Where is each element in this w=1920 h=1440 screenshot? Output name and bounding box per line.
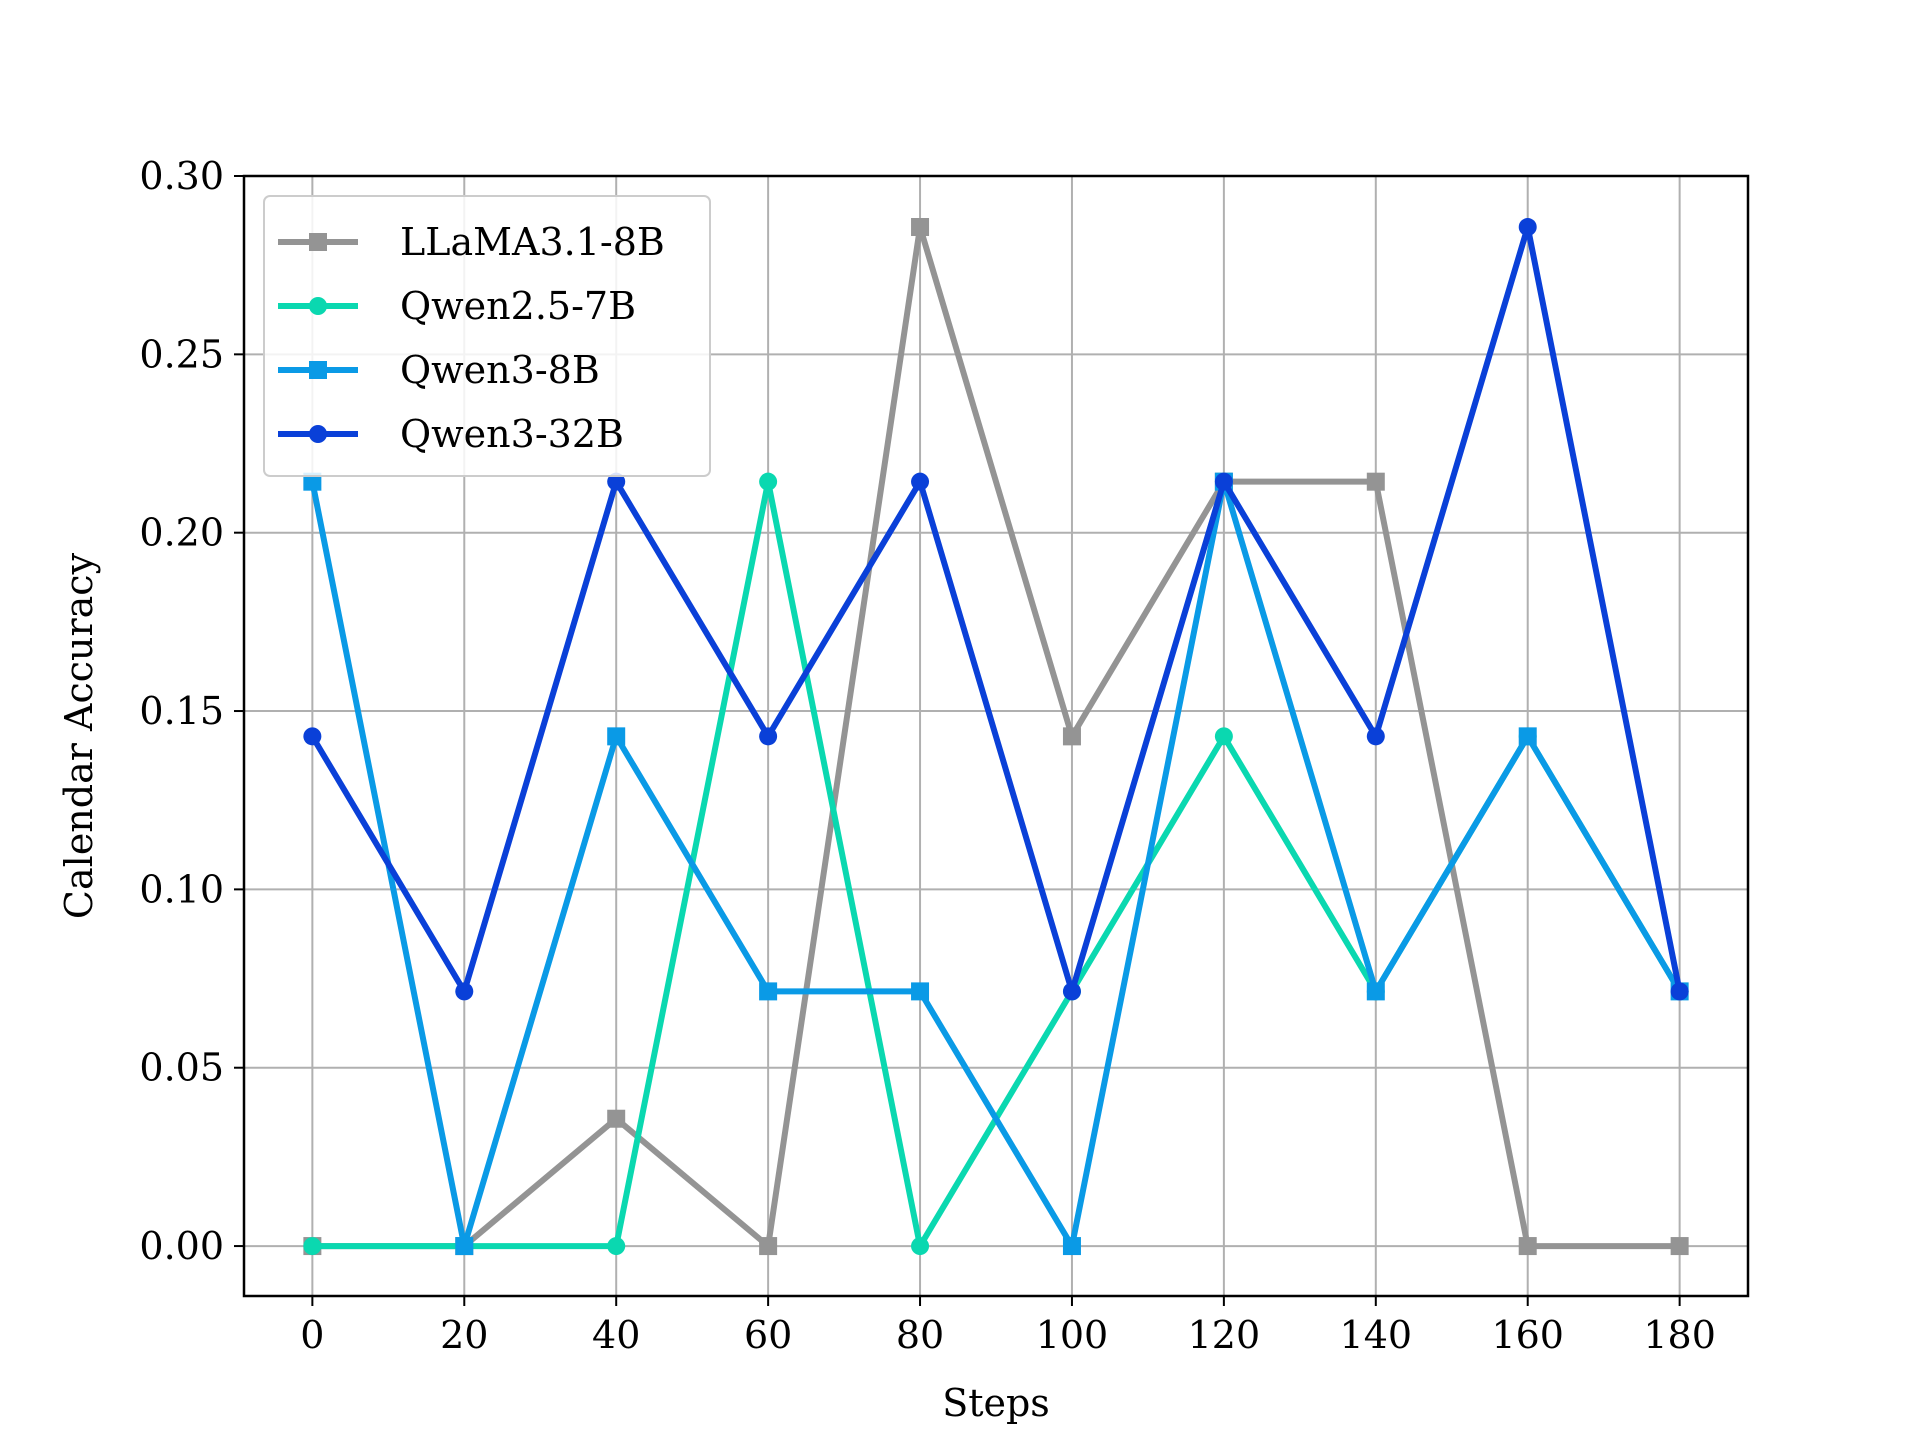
y-tick-label: 0.15 — [139, 689, 224, 733]
data-point — [911, 472, 930, 491]
legend-item: Qwen3-32B — [278, 412, 624, 456]
series-line — [309, 224, 1683, 995]
data-point — [911, 982, 930, 1001]
y-tick-label: 0.05 — [139, 1046, 224, 1090]
data-point — [759, 1237, 778, 1256]
plot-frame — [242, 174, 1750, 1298]
data-point — [455, 982, 474, 1001]
x-tick-label: 40 — [592, 1313, 640, 1357]
data-point — [1518, 727, 1537, 746]
data-point — [607, 1109, 626, 1128]
data-point — [1366, 727, 1385, 746]
x-tick-label: 20 — [440, 1313, 488, 1357]
y-tick-label: 0.00 — [139, 1224, 224, 1268]
data-point — [455, 1237, 474, 1256]
legend-label: Qwen3-32B — [400, 412, 624, 456]
legend-item: LLaMA3.1-8B — [278, 220, 665, 264]
data-point — [1518, 1237, 1537, 1256]
legend-marker — [309, 233, 327, 251]
x-tick-label: 0 — [300, 1313, 324, 1357]
data-point — [303, 727, 322, 746]
legend-label: Qwen3-8B — [400, 348, 600, 392]
x-tick-label: 100 — [1036, 1313, 1109, 1357]
y-ticks: 0.00 0.05 0.10 0.15 0.20 0.25 0.30 — [139, 154, 244, 1268]
series-3 — [303, 218, 1689, 1001]
x-tick-label: 180 — [1643, 1313, 1716, 1357]
data-point — [759, 472, 778, 491]
x-tick-label: 160 — [1491, 1313, 1564, 1357]
data-point — [1366, 982, 1385, 1001]
data-point — [607, 472, 626, 491]
legend-item: Qwen2.5-7B — [278, 284, 636, 328]
y-axis-label: Calendar Accuracy — [57, 552, 101, 919]
x-axis-label: Steps — [942, 1381, 1050, 1425]
data-point — [303, 472, 322, 491]
data-point — [1670, 1237, 1689, 1256]
data-point — [1214, 472, 1233, 491]
legend: LLaMA3.1-8B Qwen2.5-7B Qwen3-8B Qwen3-32B — [263, 195, 711, 477]
data-point — [1670, 982, 1689, 1001]
legend-marker — [309, 425, 327, 443]
legend-box — [263, 195, 711, 477]
series-1 — [303, 472, 1689, 1256]
data-point — [759, 727, 778, 746]
legend-marker — [309, 361, 327, 379]
legend-item: Qwen3-8B — [278, 348, 600, 392]
series-2 — [303, 472, 1689, 1256]
y-tick-label: 0.10 — [139, 867, 224, 911]
data-point — [1518, 218, 1537, 237]
series-line — [309, 478, 1683, 1250]
x-ticks: 0 20 40 60 80 100 120 140 160 180 — [300, 1296, 1716, 1357]
data-point — [1062, 727, 1081, 746]
x-tick-label: 120 — [1188, 1313, 1261, 1357]
data-point — [303, 1237, 322, 1256]
series-line — [312, 478, 1683, 1250]
x-tick-label: 140 — [1340, 1313, 1413, 1357]
data-point — [1214, 727, 1233, 746]
legend-label: LLaMA3.1-8B — [400, 220, 665, 264]
data-point — [607, 1237, 626, 1256]
data-point — [1062, 982, 1081, 1001]
data-point — [607, 727, 626, 746]
y-tick-label: 0.25 — [139, 332, 224, 376]
y-tick-label: 0.20 — [139, 511, 224, 555]
legend-label: Qwen2.5-7B — [400, 284, 636, 328]
x-tick-label: 80 — [896, 1313, 944, 1357]
data-point — [1062, 1237, 1081, 1256]
data-point — [911, 218, 930, 237]
legend-marker — [309, 297, 327, 315]
series-lines — [303, 218, 1689, 1256]
data-point — [911, 1237, 930, 1256]
data-point — [1366, 472, 1385, 491]
y-tick-label: 0.30 — [139, 154, 224, 198]
x-tick-label: 60 — [744, 1313, 792, 1357]
data-point — [759, 982, 778, 1001]
